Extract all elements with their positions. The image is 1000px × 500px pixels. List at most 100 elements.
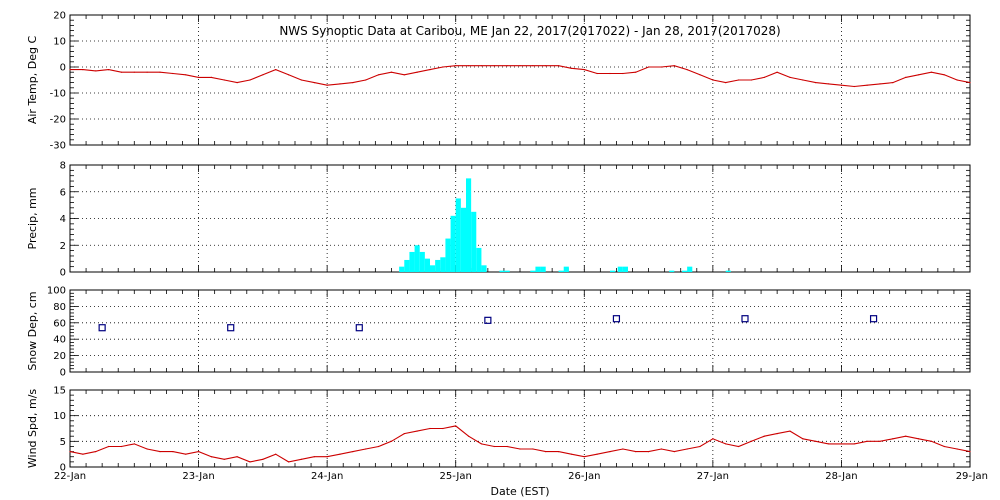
precip-y-tick-label: 8 <box>60 161 66 172</box>
air-temp-y-axis: -30 -20 -10 0 10 20 <box>50 11 66 152</box>
precip-bar <box>471 211 477 272</box>
snow-depth-point <box>869 315 878 323</box>
air-temp-point <box>905 76 907 78</box>
wind-speed-point <box>69 451 71 453</box>
wind-speed-point <box>892 438 894 440</box>
wind-speed-point <box>866 440 868 442</box>
air-temp-point <box>570 67 573 69</box>
air-temp-panel: -30 -20 -10 0 10 20 Air Temp, Deg C <box>26 11 971 152</box>
snow-depth-frame <box>69 289 971 373</box>
wind-speed-point <box>185 453 187 455</box>
wind-speed-point <box>352 451 354 453</box>
air-temp-y-tick-label: -10 <box>50 89 66 100</box>
air-temp-point <box>429 69 431 71</box>
wind-speed-point <box>107 445 110 448</box>
air-temp-point <box>557 65 560 67</box>
wind-speed-point <box>853 443 855 445</box>
wind-speed-point <box>210 456 213 458</box>
wind-speed-point <box>480 443 483 445</box>
air-temp-point <box>95 70 97 72</box>
air-temp-point <box>480 65 483 67</box>
wind-speed-point <box>82 453 84 455</box>
wind-speed-panel: 0 5 10 15 Wind Spd, m/s <box>26 386 971 474</box>
x-tick-label: 23-Jan <box>182 471 214 482</box>
precip-y-tick-label: 4 <box>60 214 66 225</box>
air-temp-point <box>275 69 277 71</box>
precip-bar <box>455 198 461 272</box>
precip-bar <box>440 257 446 272</box>
wind-speed-point <box>339 453 341 455</box>
precip-bar <box>669 270 675 272</box>
precip-bar <box>445 238 451 272</box>
wind-speed-y-tick-label: 10 <box>53 411 66 422</box>
wind-speed-point <box>519 448 521 450</box>
wind-speed-point <box>365 448 367 450</box>
wind-speed-point <box>557 451 560 453</box>
air-temp-point <box>262 74 264 76</box>
air-temp-point <box>416 71 418 73</box>
wind-speed-point <box>725 443 727 445</box>
air-temp-point <box>82 69 84 71</box>
wind-speed-point <box>403 433 405 435</box>
precip-y-axis: 0 2 4 6 8 <box>60 161 66 279</box>
air-temp-point <box>853 85 855 88</box>
precip-bar <box>435 259 441 272</box>
wind-speed-point <box>313 456 315 458</box>
precip-bar <box>617 266 623 272</box>
air-temp-point <box>750 79 753 81</box>
wind-speed-y-tick-label: 5 <box>60 437 66 448</box>
x-tick-label: 27-Jan <box>697 471 729 482</box>
air-temp-point <box>519 65 521 67</box>
air-temp-point <box>699 74 701 76</box>
precip-y-tick-label: 2 <box>60 241 66 252</box>
air-temp-point <box>236 82 238 84</box>
air-temp-point <box>185 74 187 76</box>
precip-bar <box>476 247 482 272</box>
wind-speed-frame <box>69 389 971 468</box>
snow-depth-point <box>355 324 363 332</box>
air-temp-point <box>892 82 894 84</box>
wind-speed-point <box>596 453 598 455</box>
air-temp-point <box>763 76 765 78</box>
wind-speed-point <box>802 438 804 440</box>
air-temp-point <box>120 71 123 73</box>
air-temp-y-tick-label: -30 <box>50 141 66 152</box>
wind-speed-point <box>197 451 200 453</box>
snow-depth-point <box>741 315 749 323</box>
precip-panel: 0 2 4 6 8 Precip, mm <box>26 161 971 279</box>
air-temp-point <box>635 71 637 73</box>
air-temp-point <box>442 66 444 68</box>
wind-speed-point <box>905 435 907 437</box>
wind-speed-point <box>647 451 650 453</box>
precip-bar <box>530 270 536 272</box>
air-temp-point <box>326 84 328 86</box>
air-temp-point <box>725 82 727 84</box>
snow-depth-y-axis: 0 20 40 60 80 100 <box>47 286 66 379</box>
air-temp-point <box>133 71 135 73</box>
air-temp-point <box>930 71 933 73</box>
precip-bar <box>414 245 420 272</box>
snow-depth-point <box>98 324 106 332</box>
precip-bar <box>540 266 546 272</box>
x-tick-label: 28-Jan <box>825 471 857 482</box>
air-temp-point <box>390 71 393 73</box>
wind-speed-point <box>750 440 753 442</box>
air-temp-point <box>815 82 817 84</box>
snow-depth-y-tick-label: 40 <box>53 335 66 346</box>
wind-speed-point <box>635 451 637 453</box>
air-temp-y-tick-label: 10 <box>53 37 66 48</box>
x-tick-label: 26-Jan <box>568 471 600 482</box>
wind-speed-point <box>390 440 393 442</box>
air-temp-point <box>249 79 251 81</box>
air-temp-point <box>647 66 650 68</box>
air-temp-point <box>827 83 830 85</box>
wind-speed-point <box>545 451 547 453</box>
air-temp-point <box>789 76 791 78</box>
wind-speed-point <box>493 445 495 448</box>
wind-speed-point <box>532 448 534 450</box>
wind-speed-point <box>789 430 791 432</box>
precip-bar <box>687 266 693 272</box>
wind-speed-y-axis: 0 5 10 15 <box>53 386 66 474</box>
precip-bar <box>399 266 405 272</box>
